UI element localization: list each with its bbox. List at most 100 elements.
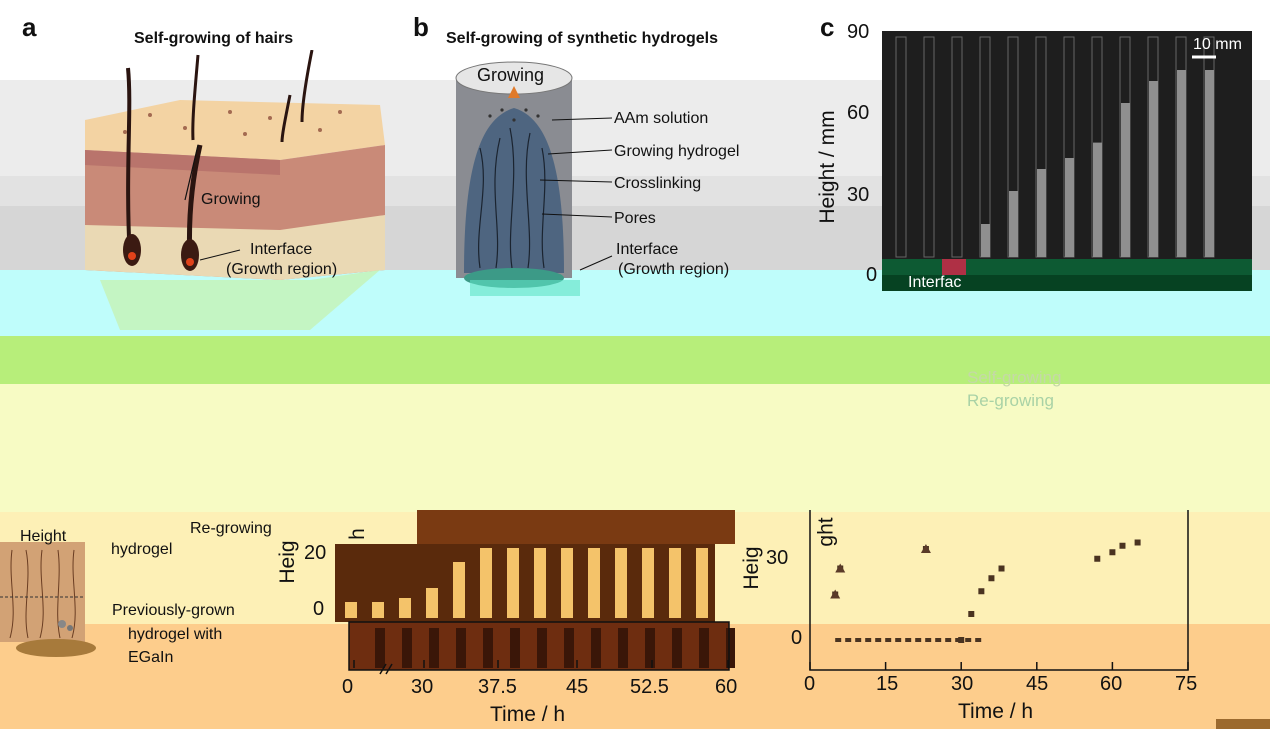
regrow-base-bar xyxy=(402,628,412,668)
re-growing-point xyxy=(830,589,841,599)
panel-c-y-tick-90: 90 xyxy=(847,21,870,43)
regrow-photo-bar xyxy=(696,548,708,618)
mid-chart-x-tick-37-5: 37.5 xyxy=(478,676,517,698)
tube-gel xyxy=(1009,191,1018,257)
mid-chart-x-tick-45: 45 xyxy=(566,676,589,698)
tube-outline xyxy=(951,36,963,258)
regrow-base-bar xyxy=(483,628,493,668)
regrow-base-bar xyxy=(645,628,655,668)
right-chart-x-tick-45: 45 xyxy=(1026,673,1049,695)
regrow-photo-bar xyxy=(345,602,357,618)
bottom-previously-grown-label: Previously-grown xyxy=(112,602,235,619)
bottom-regrowing-hydrogel-label: hydrogel xyxy=(111,541,173,558)
self-growing-point xyxy=(998,565,1005,572)
regrow-photo-bar xyxy=(642,548,654,618)
panel-b-growth-region-label: (Growth region) xyxy=(618,261,730,278)
self-growing-point xyxy=(978,588,985,595)
regrow-photo-bar xyxy=(399,598,411,618)
tube-gel xyxy=(1177,70,1186,257)
hydrogel-cylinder-illustration xyxy=(455,61,580,296)
regrow-base-bar xyxy=(375,628,385,668)
panel-b-crosslinking-label: Crosslinking xyxy=(614,175,702,192)
mid-chart-x-tick-30: 30 xyxy=(411,676,434,698)
right-chart-y-tick-30: 30 xyxy=(766,547,789,569)
right-chart-plot xyxy=(809,510,1189,671)
regrow-base-bar xyxy=(672,628,682,668)
regrow-base-bar xyxy=(510,628,520,668)
self-growing-point xyxy=(1109,549,1116,556)
tube-gel xyxy=(1037,169,1046,257)
panel-c-y-tick-30: 30 xyxy=(847,184,870,206)
panel-b-growing-hydrogel-label: Growing hydrogel xyxy=(614,143,740,160)
regrow-photo-bar xyxy=(561,548,573,618)
panel-b-leader-lines xyxy=(540,117,613,271)
self-growing-point xyxy=(988,575,995,582)
regrow-photo-bar xyxy=(615,548,627,618)
tube-gel xyxy=(981,224,990,257)
panel-a-interface-label: Interface xyxy=(250,241,313,258)
panel-c-partial-label: Interfac xyxy=(908,274,962,291)
mid-chart-y-title: Heig xyxy=(276,540,299,584)
panel-b-letter: b xyxy=(413,12,429,42)
right-chart-frame xyxy=(809,510,1189,671)
panel-c-y-axis-title: Height / mm xyxy=(816,110,839,224)
legend-re-growing: Re-growing xyxy=(967,391,1054,410)
panel-b-interface-label: Interface xyxy=(616,241,679,258)
panel-b-aam-label: AAm solution xyxy=(614,110,709,127)
mid-chart-y-tick-20: 20 xyxy=(304,542,327,564)
right-chart-x-title: Time / h xyxy=(958,700,1034,723)
tube-outline xyxy=(895,36,907,258)
bottom-egain-label: EGaIn xyxy=(128,649,174,666)
panel-a-growth-region-label: (Growth region) xyxy=(226,261,338,278)
regrow-photo-bar xyxy=(453,562,465,618)
bottom-height-label: Height xyxy=(20,528,67,545)
regrow-photo-bar xyxy=(480,548,492,618)
regrow-photo-bar xyxy=(588,548,600,618)
re-growing-point xyxy=(920,544,931,553)
regrow-base-bar xyxy=(564,628,574,668)
right-chart-x-tick-75: 75 xyxy=(1175,673,1198,695)
panel-c-scale-bar-label: 10 mm xyxy=(1193,36,1242,53)
right-chart-x-tick-15: 15 xyxy=(876,673,899,695)
panel-b-top-growing-label: Growing xyxy=(477,65,545,85)
tube-gel xyxy=(1065,158,1074,257)
mid-chart-x-tick-60: 60 xyxy=(715,676,738,698)
panel-c-y-tick-60: 60 xyxy=(847,102,870,124)
right-chart-x-tick-0: 0 xyxy=(804,673,816,695)
regrow-base-bar xyxy=(726,628,735,668)
mid-chart-x-axis xyxy=(353,660,729,675)
skin-illustration xyxy=(85,50,385,330)
bg-band-green xyxy=(0,336,1270,384)
right-chart-y-tick-0: 0 xyxy=(791,627,803,649)
regrow-photo-bar xyxy=(426,588,438,618)
panel-c-photo-strip xyxy=(882,31,1252,291)
panel-c-letter: c xyxy=(820,12,835,42)
regrow-photo-bar xyxy=(669,548,681,618)
re-growing-point xyxy=(835,563,846,573)
tube-gel xyxy=(1205,70,1214,257)
tube-outline xyxy=(923,36,935,258)
regrow-base-bar xyxy=(429,628,439,668)
legend-self-growing: Self-growing xyxy=(967,368,1062,387)
regrow-photo-bar xyxy=(372,602,384,618)
regrow-base-bar xyxy=(456,628,466,668)
mid-chart-x-tick-52-5: 52.5 xyxy=(630,676,669,698)
regrowing-illustration xyxy=(0,542,96,657)
regrow-base-bar xyxy=(699,628,709,668)
panel-a-title: Self-growing of hairs xyxy=(134,30,294,47)
tube-gel xyxy=(1121,103,1130,257)
regrow-base-bar xyxy=(537,628,547,668)
tube-gel xyxy=(1149,81,1158,257)
regrow-photo-bar xyxy=(507,548,519,618)
mid-chart-x-title: Time / h xyxy=(490,703,566,726)
regrow-base-bar xyxy=(591,628,601,668)
tube-gel xyxy=(1093,142,1102,257)
panel-a-growing-label: Growing xyxy=(201,191,261,208)
panel-b-pores-label: Pores xyxy=(614,210,656,227)
mid-chart-photo-strip xyxy=(335,510,735,671)
mid-chart-y-tick-0: 0 xyxy=(313,598,325,620)
bottom-hydrogel-with-label: hydrogel with xyxy=(128,626,223,643)
right-chart-x-tick-60: 60 xyxy=(1100,673,1123,695)
bg-band-pale-yellow xyxy=(0,384,1270,512)
self-growing-point xyxy=(968,611,975,617)
